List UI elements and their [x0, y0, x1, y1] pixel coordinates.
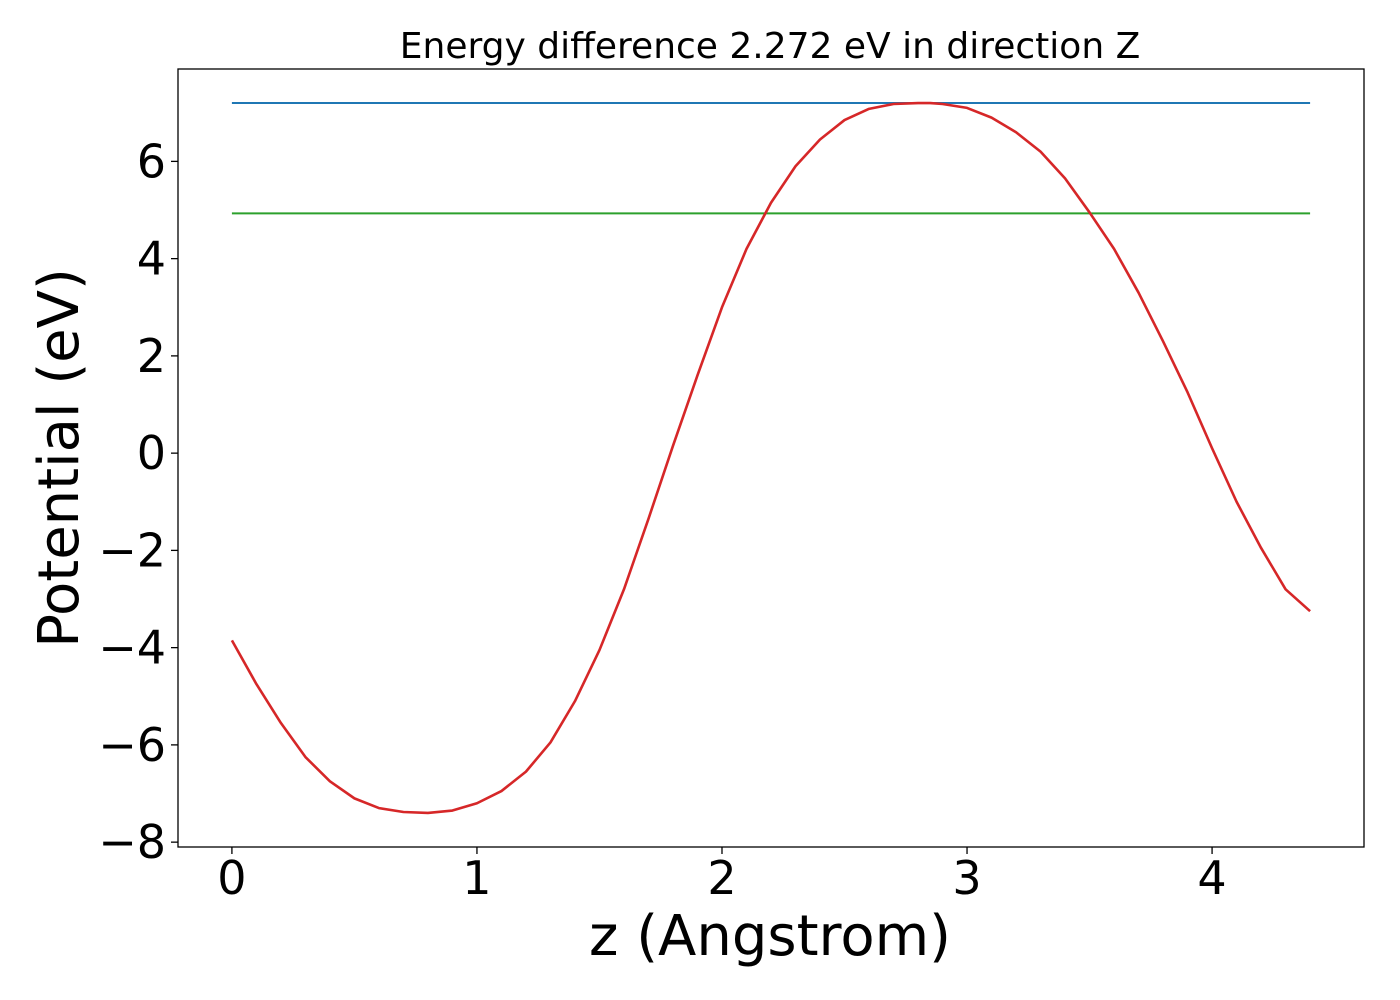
- x-tick-label: 4: [1197, 851, 1226, 905]
- plot-area-frame: [177, 68, 1365, 848]
- chart-title: Energy difference 2.272 eV in direction …: [400, 26, 1141, 67]
- y-tick-label: −4: [98, 621, 166, 675]
- y-tick-label: 4: [137, 232, 166, 286]
- x-tick-label: 1: [462, 851, 491, 905]
- y-tick-label: −2: [98, 523, 166, 577]
- x-tick-label: 3: [952, 851, 981, 905]
- y-tick-label: −6: [98, 718, 166, 772]
- y-tick-label: 2: [137, 329, 166, 383]
- x-tick-label: 0: [217, 851, 246, 905]
- series-line-3: [230, 101, 1311, 815]
- y-tick-label: −8: [98, 815, 166, 869]
- x-tick-label: 2: [707, 851, 736, 905]
- y-tick-label: 6: [137, 134, 166, 188]
- y-tick-label: 0: [137, 426, 166, 480]
- y-axis-label: Potential (eV): [27, 268, 92, 648]
- x-axis-label: z (Angstrom): [589, 904, 951, 969]
- series-layer: [230, 101, 1311, 815]
- y-axis-ticks: −8 −6 −4 −2 0 2 4 6: [98, 134, 178, 869]
- x-axis-ticks: 0 1 2 3 4: [217, 847, 1227, 905]
